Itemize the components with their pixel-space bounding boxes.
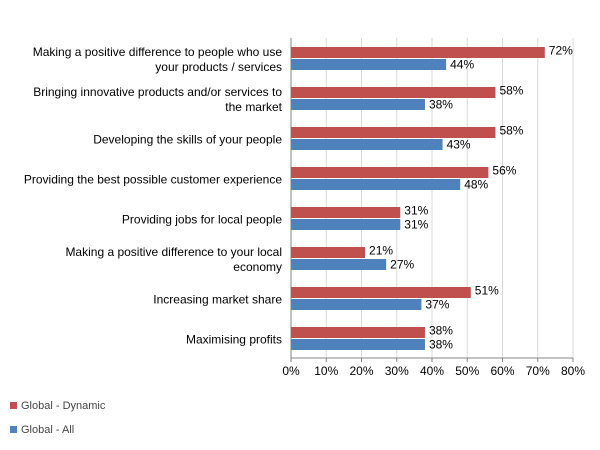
x-tick-label: 10% bbox=[314, 364, 338, 378]
y-tick-label: Making a positive difference to people w… bbox=[32, 45, 282, 74]
value-label: 48% bbox=[464, 178, 488, 192]
bar bbox=[291, 327, 425, 338]
y-tick-label: Maximising profits bbox=[185, 332, 282, 347]
x-tick-label: 80% bbox=[561, 364, 585, 378]
x-tick-label: 40% bbox=[420, 364, 444, 378]
bar bbox=[291, 339, 425, 350]
bar bbox=[291, 59, 447, 70]
bar bbox=[291, 87, 496, 98]
legend-swatch bbox=[10, 426, 17, 433]
y-tick-label: Providing the best possible customer exp… bbox=[23, 172, 282, 187]
value-label: 38% bbox=[429, 338, 453, 352]
legend: Global - Dynamic Global - All bbox=[10, 400, 106, 436]
x-tick-label: 30% bbox=[385, 364, 409, 378]
y-tick-label: Providing jobs for local people bbox=[121, 212, 282, 227]
bar bbox=[291, 259, 387, 270]
bar bbox=[291, 207, 401, 218]
value-label: 21% bbox=[369, 244, 393, 258]
y-tick-label: Increasing market share bbox=[153, 292, 282, 307]
legend-label: Global - Dynamic bbox=[21, 400, 106, 412]
y-tick-label: Bringing innovative products and/or serv… bbox=[33, 85, 282, 114]
x-tick-label: 50% bbox=[455, 364, 479, 378]
bar bbox=[291, 299, 422, 310]
legend-label: Global - All bbox=[21, 424, 74, 436]
value-label: 44% bbox=[450, 58, 474, 72]
bar bbox=[291, 179, 461, 190]
y-tick-label: Developing the skills of your people bbox=[93, 132, 282, 147]
value-label: 38% bbox=[429, 324, 453, 338]
value-label: 58% bbox=[499, 124, 523, 138]
value-label: 31% bbox=[404, 204, 428, 218]
bar bbox=[291, 219, 401, 230]
value-label: 51% bbox=[475, 284, 499, 298]
legend-swatch bbox=[10, 402, 17, 409]
value-label: 38% bbox=[429, 98, 453, 112]
value-label: 72% bbox=[549, 44, 573, 58]
bar bbox=[291, 139, 443, 150]
value-label: 31% bbox=[404, 218, 428, 232]
value-label: 58% bbox=[499, 84, 523, 98]
bar bbox=[291, 127, 496, 138]
x-tick-label: 0% bbox=[282, 364, 300, 378]
x-tick-label: 60% bbox=[490, 364, 514, 378]
bar bbox=[291, 287, 471, 298]
value-label: 43% bbox=[447, 138, 471, 152]
bar bbox=[291, 99, 425, 110]
value-label: 37% bbox=[425, 298, 449, 312]
bar bbox=[291, 167, 489, 178]
value-label: 27% bbox=[390, 258, 414, 272]
bar bbox=[291, 47, 545, 58]
bar bbox=[291, 247, 366, 258]
value-label: 56% bbox=[492, 164, 516, 178]
y-tick-label: Making a positive difference to your loc… bbox=[65, 245, 282, 274]
x-tick-label: 20% bbox=[349, 364, 373, 378]
x-tick-label: 70% bbox=[526, 364, 550, 378]
